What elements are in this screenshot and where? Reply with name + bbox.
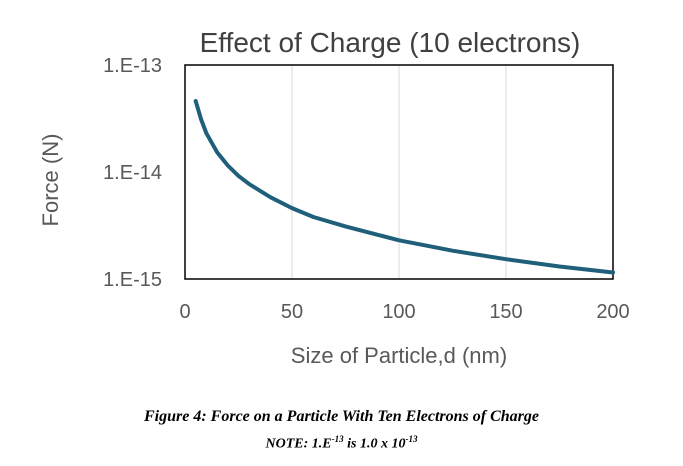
x-tick-label: 50 [281, 301, 303, 323]
x-tick-label: 150 [489, 301, 522, 323]
y-tick-label: 1.E-15 [103, 269, 162, 291]
plot-area-frame [184, 64, 614, 280]
chart-title: Effect of Charge (10 electrons) [200, 27, 581, 58]
note-exponent-1: -13 [331, 434, 344, 444]
gridlines [291, 65, 507, 279]
note-middle: is 1.0 x 10 [343, 436, 406, 452]
y-axis-title: Force (N) [38, 134, 63, 227]
x-tick-label: 100 [382, 301, 415, 323]
x-axis-title: Size of Particle,d (nm) [291, 343, 507, 368]
y-tick-label: 1.E-13 [103, 55, 162, 77]
figure-caption: Figure 4: Force on a Particle With Ten E… [144, 408, 539, 425]
x-tick-label: 200 [596, 301, 629, 323]
series-line-force [193, 99, 615, 275]
note-prefix: NOTE: 1.E [265, 436, 332, 452]
y-axis-ticks: 1.E-13 1.E-14 1.E-15 [103, 55, 162, 291]
note-exponent-2: -13 [405, 434, 418, 444]
force-chart: 0 50 100 150 200 1.E-13 1.E-14 1.E-15 Effect o… [38, 27, 630, 368]
x-axis-ticks: 0 50 100 150 200 [179, 301, 629, 323]
figure-note: NOTE: 1.E-13 is 1.0 x 10-13 [0, 434, 683, 453]
x-tick-label: 0 [179, 301, 190, 323]
y-tick-label: 1.E-14 [103, 162, 162, 184]
